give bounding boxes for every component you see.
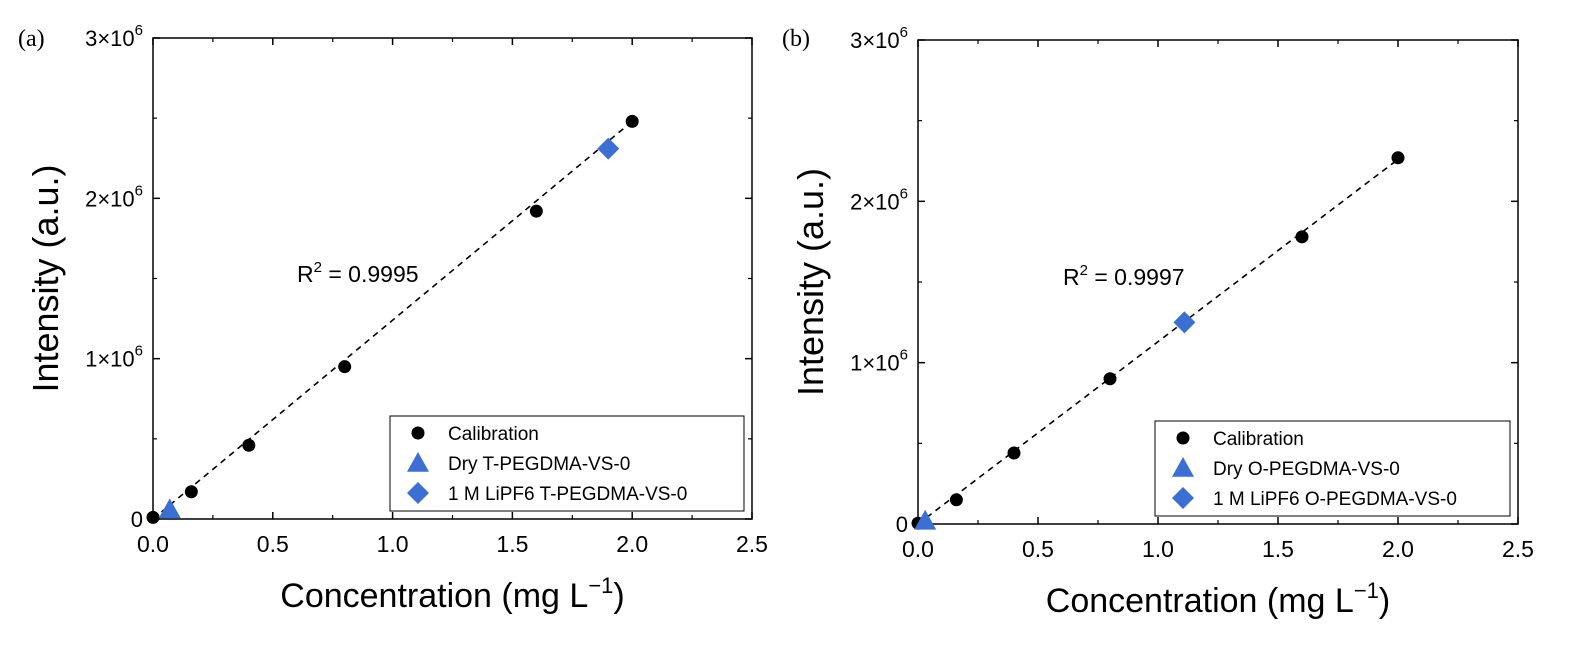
legend-marker-diamond xyxy=(1172,487,1194,509)
x-tick-label: 2.0 xyxy=(616,531,648,557)
legend-entry: Calibration xyxy=(1213,429,1304,450)
x-tick-label: 1.0 xyxy=(1142,536,1174,562)
data-point-circle xyxy=(1103,372,1117,386)
y-tick-label: 2×106 xyxy=(850,185,908,214)
y-tick-label: 2×106 xyxy=(85,182,143,211)
data-point-triangle xyxy=(914,509,937,530)
r2-annotation: R2 = 0.9995 xyxy=(297,259,419,287)
panel-label: (a) xyxy=(18,26,45,52)
x-axis-label-end: ) xyxy=(1379,582,1390,620)
panel-label: (b) xyxy=(782,26,810,52)
x-tick-label: 2.5 xyxy=(1502,536,1534,562)
x-axis-label-sup: −1 xyxy=(1354,578,1379,603)
y-tick-label: 3×106 xyxy=(850,24,908,53)
data-point-diamond xyxy=(1173,311,1196,334)
legend-marker-circle xyxy=(1176,431,1190,445)
y-tick-label: 0 xyxy=(131,507,143,532)
x-tick-label: 0.0 xyxy=(902,536,934,562)
data-point-circle xyxy=(949,493,963,507)
y-tick-exponent: 6 xyxy=(900,185,908,202)
x-tick-label: 0.0 xyxy=(137,531,169,557)
y-tick-exponent: 6 xyxy=(900,347,908,364)
x-axis-label-sup: −1 xyxy=(588,573,613,598)
y-tick-label: 1×106 xyxy=(85,343,143,372)
data-point-circle xyxy=(1295,230,1309,244)
y-tick-base: 2×10 xyxy=(850,189,900,214)
x-tick-label: 0.5 xyxy=(1022,536,1054,562)
x-tick-label: 1.5 xyxy=(496,531,528,557)
data-point-circle xyxy=(1391,151,1405,165)
y-tick-base: 0 xyxy=(896,512,908,537)
x-tick-label: 1.5 xyxy=(1262,536,1294,562)
legend-marker-circle xyxy=(411,426,425,440)
chart-panel-b: (b)0.0 0.5 1.0 1.5 2.0 2.501×1062×1063×106Con… xyxy=(782,24,1534,620)
x-axis-label-main: Concentration (mg L xyxy=(280,577,588,615)
r2-symbol: R xyxy=(1063,264,1080,290)
data-point-circle xyxy=(625,114,639,128)
fit-line xyxy=(152,120,633,520)
data-point-triangle xyxy=(158,498,181,519)
legend-entry: 1 M LiPF6 O-PEGDMA-VS-0 xyxy=(1213,489,1457,510)
r2-value: = 0.9995 xyxy=(322,261,419,287)
data-point-circle xyxy=(1007,446,1021,460)
r2-superscript: 2 xyxy=(314,259,322,276)
y-axis-label: Intensity (a.u.) xyxy=(25,164,66,392)
y-tick-exponent: 6 xyxy=(135,182,143,199)
legend-marker-diamond xyxy=(407,482,429,504)
data-point-circle xyxy=(184,485,198,499)
y-tick-exponent: 6 xyxy=(900,24,908,41)
r2-value: = 0.9997 xyxy=(1088,264,1185,290)
y-tick-label: 0 xyxy=(896,512,908,537)
chart-panel-a: (a)0.0 0.5 1.0 1.5 2.0 2.501×1062×1063×106Con… xyxy=(18,22,768,615)
data-point-circle xyxy=(146,510,160,524)
x-tick-label: 1.0 xyxy=(377,531,409,557)
legend-entry: Dry O-PEGDMA-VS-0 xyxy=(1213,459,1400,480)
legend-box xyxy=(389,415,745,512)
x-axis-label-main: Concentration (mg L xyxy=(1046,582,1354,620)
y-axis-label: Intensity (a.u.) xyxy=(790,168,831,396)
y-tick-base: 1×10 xyxy=(850,351,900,376)
legend-entry: Dry T-PEGDMA-VS-0 xyxy=(448,454,630,475)
y-tick-base: 0 xyxy=(131,507,143,532)
data-point-circle xyxy=(242,438,256,452)
data-point-diamond xyxy=(597,137,620,160)
y-tick-base: 1×10 xyxy=(85,347,135,372)
y-tick-base: 2×10 xyxy=(85,186,135,211)
legend-entry: 1 M LiPF6 T-PEGDMA-VS-0 xyxy=(448,484,687,505)
y-tick-exponent: 6 xyxy=(135,343,143,360)
r2-symbol: R xyxy=(297,261,314,287)
legend-box xyxy=(1154,420,1511,517)
y-tick-label: 1×106 xyxy=(850,347,908,376)
x-axis-label: Concentration (mg L−1) xyxy=(1046,578,1390,620)
data-point-circle xyxy=(338,360,352,374)
legend-marker-triangle xyxy=(1172,457,1194,477)
y-tick-exponent: 6 xyxy=(135,22,143,39)
legend-entry: Calibration xyxy=(448,424,539,445)
r2-annotation: R2 = 0.9997 xyxy=(1063,262,1185,290)
y-tick-label: 3×106 xyxy=(85,22,143,51)
y-tick-base: 3×10 xyxy=(850,28,900,53)
x-tick-label: 2.5 xyxy=(736,531,768,557)
x-axis-label-end: ) xyxy=(613,577,624,615)
x-tick-label: 2.0 xyxy=(1382,536,1414,562)
r2-superscript: 2 xyxy=(1080,262,1088,279)
x-tick-label: 0.5 xyxy=(257,531,289,557)
fit-line xyxy=(917,158,1399,525)
y-tick-base: 3×10 xyxy=(85,26,135,51)
x-axis-label: Concentration (mg L−1) xyxy=(280,573,624,615)
legend-marker-triangle xyxy=(407,452,429,472)
data-point-circle xyxy=(529,204,543,218)
